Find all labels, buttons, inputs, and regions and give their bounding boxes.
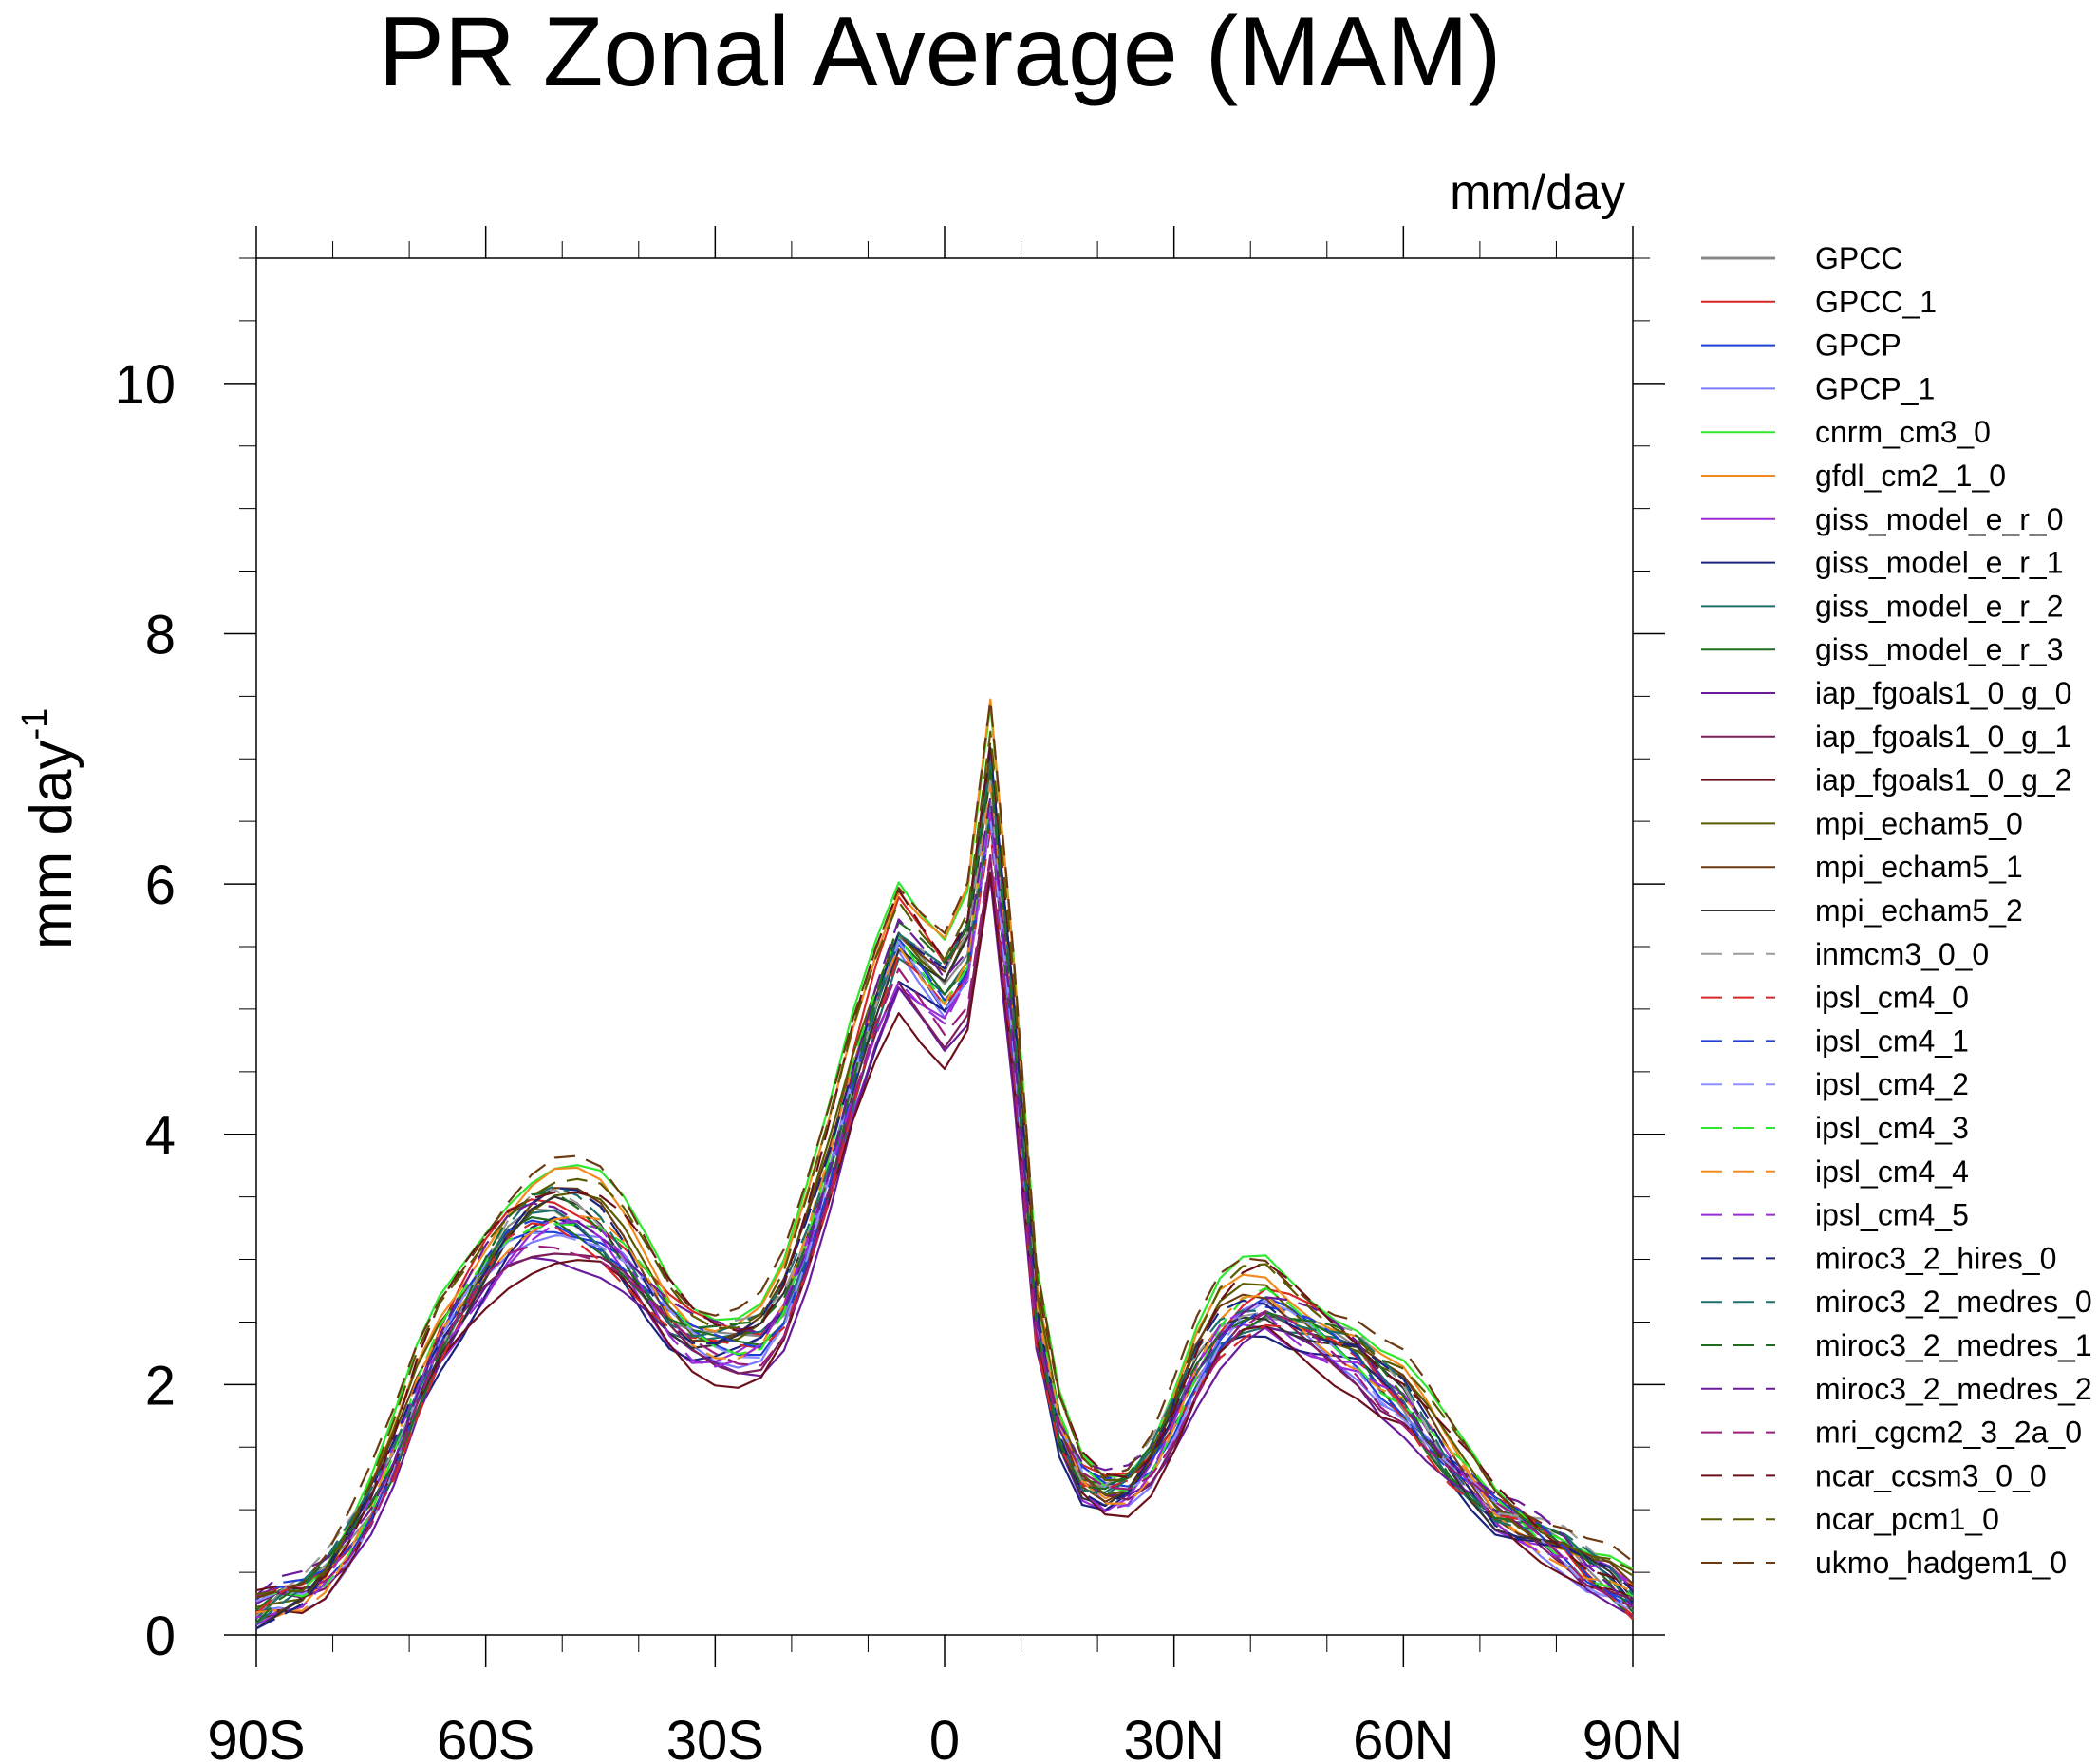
legend-label: mpi_echam5_0	[1815, 806, 2023, 840]
series-line-ipsl_cm4_0	[255, 829, 1634, 1621]
legend-label: GPCP_1	[1815, 371, 1935, 405]
legend: GPCC GPCC_1 GPCP GPCP_1 cnrm_cm3_0 gfdl_cm2_1…	[1701, 241, 2092, 1580]
y-tick-label: 6	[145, 854, 176, 916]
x-tick-label: 90S	[207, 1710, 305, 1764]
y-axis-tick-labels: 0 2 4 6 8 10	[114, 354, 176, 1667]
legend-label: ncar_ccsm3_0_0	[1815, 1458, 2047, 1492]
legend-label: gfdl_cm2_1_0	[1815, 459, 2006, 493]
series-lines	[255, 698, 1634, 1630]
y-tick-label: 10	[114, 354, 176, 416]
series-line-mpi_echam5_1	[255, 749, 1634, 1623]
series-line-GPCC	[255, 800, 1634, 1619]
series-line-ukmo_hadgem1_0	[255, 699, 1634, 1599]
legend-label: iap_fgoals1_0_g_2	[1815, 763, 2071, 798]
legend-label: ipsl_cm4_1	[1815, 1023, 1969, 1058]
series-line-ipsl_cm4_2	[255, 817, 1634, 1612]
y-tick-label: 4	[145, 1105, 176, 1167]
series-line-GPCC_1	[255, 767, 1634, 1617]
legend-label: ipsl_cm4_4	[1815, 1154, 1969, 1189]
series-line-ipsl_cm4_3	[255, 798, 1634, 1599]
legend-label: giss_model_e_r_2	[1815, 589, 2064, 623]
legend-label: GPCC	[1815, 241, 1902, 275]
legend-label: ncar_pcm1_0	[1815, 1502, 1999, 1536]
legend-label: GPCC_1	[1815, 285, 1937, 319]
legend-label: giss_model_e_r_3	[1815, 632, 2064, 666]
legend-label: miroc3_2_hires_0	[1815, 1241, 2056, 1275]
series-line-ncar_pcm1_0	[255, 730, 1634, 1596]
legend-label: mpi_echam5_2	[1815, 893, 2023, 928]
series-line-mri_cgcm2_3_2a_0	[255, 854, 1634, 1609]
legend-label: mpi_echam5_1	[1815, 850, 2023, 884]
series-line-inmcm3_0_0	[255, 777, 1634, 1615]
legend-label: miroc3_2_medres_0	[1815, 1285, 2092, 1319]
legend-label: ipsl_cm4_0	[1815, 981, 1969, 1015]
legend-label: iap_fgoals1_0_g_0	[1815, 676, 2071, 710]
series-line-miroc3_2_medres_1	[255, 768, 1634, 1623]
series-line-ipsl_cm4_4	[255, 784, 1634, 1614]
legend-label: ipsl_cm4_5	[1815, 1198, 1969, 1232]
legend-label: ipsl_cm4_3	[1815, 1111, 1969, 1145]
legend-label: cnrm_cm3_0	[1815, 415, 1991, 449]
legend-label: giss_model_e_r_1	[1815, 546, 2064, 580]
y-axis-title: mm day-1	[15, 708, 84, 949]
series-line-mpi_echam5_0	[255, 757, 1634, 1608]
y-tick-label: 8	[145, 604, 176, 666]
x-tick-label: 30S	[666, 1710, 764, 1764]
axis-ticks	[224, 226, 1665, 1667]
legend-label: mri_cgcm2_3_2a_0	[1815, 1416, 2082, 1450]
chart-title: PR Zonal Average (MAM)	[379, 0, 1502, 107]
legend-label: giss_model_e_r_0	[1815, 502, 2064, 536]
y-tick-label: 0	[145, 1605, 176, 1667]
series-line-miroc3_2_hires_0	[255, 746, 1634, 1630]
series-line-gfdl_cm2_1_0	[255, 698, 1634, 1624]
series-line-ncar_ccsm3_0_0	[255, 740, 1634, 1592]
y-tick-label: 2	[145, 1355, 176, 1417]
x-tick-label: 90N	[1583, 1710, 1683, 1764]
legend-label: miroc3_2_medres_2	[1815, 1372, 2092, 1406]
x-tick-label: 60S	[437, 1710, 534, 1764]
legend-label: ukmo_hadgem1_0	[1815, 1546, 2067, 1580]
series-line-GPCP_1	[255, 807, 1634, 1613]
legend-label: iap_fgoals1_0_g_1	[1815, 720, 2071, 754]
legend-label: GPCP	[1815, 328, 1901, 363]
x-tick-label: 60N	[1353, 1710, 1453, 1764]
series-line-miroc3_2_medres_2	[255, 795, 1634, 1607]
legend-label: ipsl_cm4_2	[1815, 1067, 1969, 1101]
series-line-iap_fgoals1_0_g_0	[255, 877, 1634, 1618]
series-line-miroc3_2_medres_0	[255, 760, 1634, 1625]
legend-label: inmcm3_0_0	[1815, 937, 1989, 971]
x-tick-label: 0	[929, 1710, 960, 1764]
units-label: mm/day	[1450, 165, 1625, 220]
y-axis-title-exponent: -1	[15, 708, 55, 741]
series-line-mpi_echam5_2	[255, 773, 1634, 1630]
x-tick-label: 30N	[1123, 1710, 1224, 1764]
y-axis-title-main: mm day	[19, 741, 84, 949]
legend-label: miroc3_2_medres_1	[1815, 1328, 2092, 1362]
series-line-iap_fgoals1_0_g_1	[255, 857, 1634, 1601]
svg-text:mm day-1: mm day-1	[15, 708, 84, 949]
x-axis-tick-labels: 90S 60S 30S 0 30N 60N 90N	[207, 1710, 1683, 1764]
